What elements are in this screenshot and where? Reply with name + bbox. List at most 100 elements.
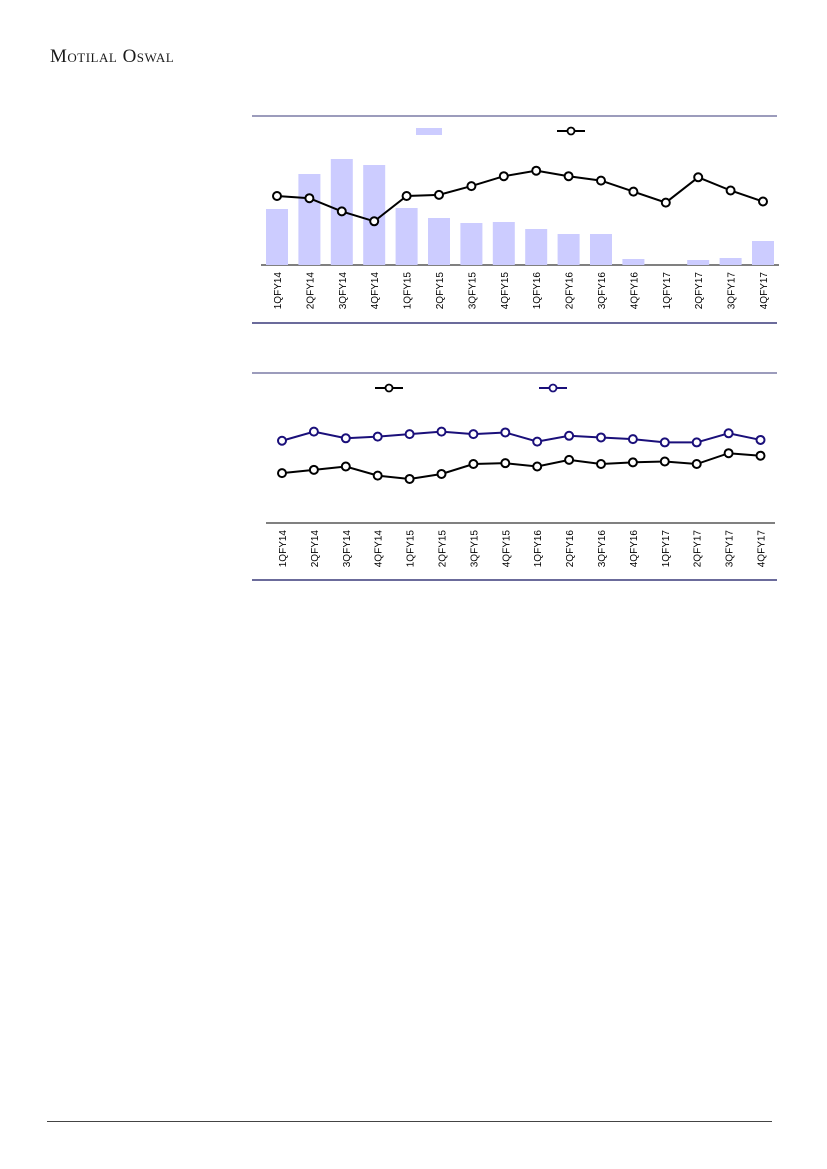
chart-2-series-2-line <box>281 430 761 444</box>
chart-2-series-1-point-4QFY15 <box>500 458 511 469</box>
chart-2-tick-label: 2QFY17 <box>693 530 704 568</box>
chart-2-series-2-point-2QFY14 <box>308 426 319 437</box>
chart-2-series-1-point-2QFY14 <box>308 464 319 475</box>
chart-2-tick-label: 1QFY17 <box>661 530 672 568</box>
chart-2-series-2-point-1QFY17 <box>659 437 670 448</box>
chart-2-series-2-point-4QFY15 <box>500 427 511 438</box>
chart-1-tick-label: 1QFY16 <box>532 272 543 310</box>
chart-2-tick-label: 4QFY14 <box>374 530 385 568</box>
chart-1-tick-label: 1QFY15 <box>403 272 414 310</box>
chart-1-tick-label: 4QFY17 <box>759 272 770 310</box>
chart-1-point-3QFY15 <box>466 181 477 192</box>
chart-2-series-2-point-3QFY15 <box>468 429 479 440</box>
chart-1-point-4QFY14 <box>369 216 380 227</box>
chart-1-bar-3QFY16 <box>590 234 612 265</box>
chart-1-point-4QFY15 <box>498 171 509 182</box>
chart-1-point-3QFY17 <box>725 185 736 196</box>
chart-2: 1QFY14 2QFY14 3QFY14 4QFY14 1QFY15 2QFY15 3QFY… <box>252 372 777 581</box>
chart-2-series-1-point-3QFY16 <box>596 459 606 470</box>
chart-1-bar-1QFY14 <box>266 209 288 265</box>
chart-2-series-2-point-1QFY14 <box>277 435 287 446</box>
chart-2-tick-label: 1QFY14 <box>278 530 289 568</box>
chart-1-tick-label: 1QFY14 <box>273 272 284 310</box>
chart-2-series-2-point-2QFY15 <box>436 426 447 437</box>
chart-1-tick-label: 2QFY14 <box>305 272 316 310</box>
chart-1-point-4QFY17 <box>758 196 768 207</box>
chart-2-series-1-point-2QFY15 <box>436 468 447 479</box>
chart-2-series-2-point-3QFY16 <box>596 432 606 443</box>
chart-1-bar-2QFY14 <box>298 174 321 265</box>
chart-2-series-1-point-4QFY16 <box>627 457 638 468</box>
chart-1-bar-2QFY17 <box>687 260 710 265</box>
chart-2-series-2-point-4QFY14 <box>372 431 383 442</box>
chart-2-tick-label: 3QFY16 <box>597 530 608 568</box>
chart-1-series-line <box>276 169 764 223</box>
chart-2-series-2-point-1QFY16 <box>532 436 543 447</box>
chart-2-tick-label: 4QFY17 <box>757 530 768 568</box>
chart-1: 1QFY14 2QFY14 3QFY14 4QFY14 1QFY15 2QFY15 3QFY… <box>252 115 779 324</box>
chart-2-series-1-point-3QFY17 <box>723 448 734 459</box>
chart-2-tick-label: 1QFY16 <box>533 530 544 568</box>
chart-1-tick-label: 2QFY15 <box>435 272 446 310</box>
chart-2-series-1-point-1QFY16 <box>532 461 543 472</box>
chart-1-tick-label: 2QFY17 <box>694 272 705 310</box>
chart-2-series-1-point-1QFY14 <box>277 468 287 479</box>
chart-2-tick-label: 1QFY15 <box>406 530 417 568</box>
chart-2-series-2-point-4QFY17 <box>755 434 766 445</box>
chart-1-point-2QFY17 <box>693 172 704 183</box>
chart-1-bar-4QFY15 <box>492 222 515 265</box>
chart-1-legend-bar-swatch <box>416 128 442 135</box>
chart-1-tick-label: 3QFY14 <box>338 272 349 310</box>
chart-1-point-1QFY14 <box>272 191 282 201</box>
chart-1-bar-4QFY14 <box>363 165 386 265</box>
chart-1-bar-4QFY16 <box>622 259 645 265</box>
chart-1-point-2QFY16 <box>563 171 574 182</box>
chart-1-tick-label: 3QFY16 <box>597 272 608 310</box>
chart-2-series-1-point-4QFY14 <box>372 470 383 481</box>
chart-2-legend-black-marker <box>384 383 394 393</box>
chart-1-bar-2QFY16 <box>557 234 580 265</box>
chart-1-tick-label: 1QFY17 <box>662 272 673 310</box>
chart-2-tick-label: 2QFY14 <box>310 530 321 568</box>
chart-1-legend-line-marker <box>566 126 576 136</box>
chart-2-series-1-point-1QFY15 <box>404 473 415 484</box>
chart-2-series-2-point-2QFY16 <box>564 430 575 441</box>
chart-1-bar-1QFY16 <box>525 229 548 265</box>
footer-rule <box>47 1121 772 1122</box>
chart-2-legend-navy-marker <box>548 383 558 393</box>
chart-2-series-1-line <box>281 452 761 480</box>
chart-2-tick-label: 3QFY14 <box>342 530 353 568</box>
chart-1-point-1QFY15 <box>401 191 412 201</box>
chart-2-series-2-point-2QFY17 <box>691 437 702 448</box>
chart-1-tick-label: 3QFY17 <box>727 272 738 310</box>
chart-2-tick-label: 4QFY16 <box>629 530 640 568</box>
chart-1-point-3QFY14 <box>336 206 347 217</box>
chart-2-tick-label: 3QFY15 <box>469 530 480 568</box>
chart-2-series-1-point-1QFY17 <box>659 456 670 467</box>
chart-1-point-1QFY17 <box>660 197 671 208</box>
chart-2-tick-label: 2QFY15 <box>438 530 449 568</box>
chart-1-bar-3QFY15 <box>460 223 483 265</box>
chart-2-tick-label: 3QFY17 <box>725 530 736 568</box>
chart-1-bar-4QFY17 <box>752 241 774 265</box>
chart-1-tick-label: 3QFY15 <box>467 272 478 310</box>
chart-1-point-2QFY15 <box>434 189 444 200</box>
chart-2-series-1-point-3QFY15 <box>468 459 479 470</box>
chart-2-series-1-point-2QFY17 <box>691 459 702 470</box>
chart-1-point-1QFY16 <box>531 165 542 176</box>
chart-2-series-2-point-3QFY17 <box>723 428 734 439</box>
chart-2-tick-label: 4QFY15 <box>501 530 512 568</box>
chart-1-bar-2QFY15 <box>428 218 450 265</box>
chart-1-point-3QFY16 <box>596 175 606 186</box>
chart-2-series-1-point-4QFY17 <box>755 450 766 461</box>
chart-2-series-2-point-1QFY15 <box>404 429 415 440</box>
chart-1-bar-3QFY17 <box>719 258 742 265</box>
chart-2-series-1-point-2QFY16 <box>564 454 575 465</box>
brand-logo: Motilal Oswal <box>50 46 175 67</box>
chart-1-tick-label: 4QFY15 <box>500 272 511 310</box>
chart-2-tick-label: 2QFY16 <box>565 530 576 568</box>
chart-2-series-2-point-4QFY16 <box>627 434 638 445</box>
chart-1-point-4QFY16 <box>628 186 639 197</box>
chart-1-tick-label: 4QFY14 <box>370 272 381 310</box>
